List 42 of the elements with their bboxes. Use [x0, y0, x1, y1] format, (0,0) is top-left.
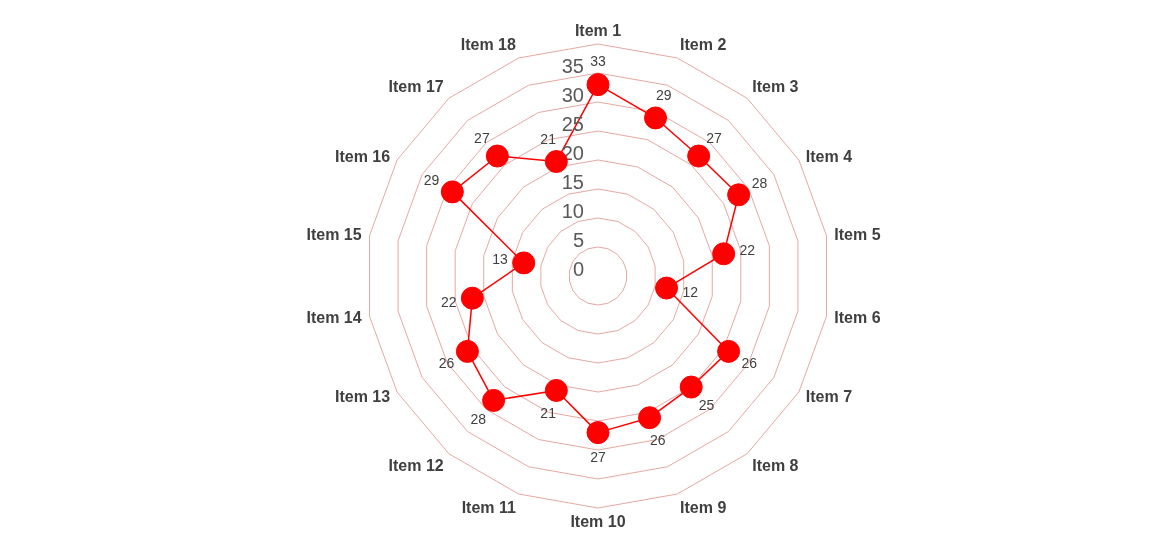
- data-label: 33: [590, 52, 606, 69]
- spoke-label: Item 10: [570, 513, 626, 531]
- spoke-label: Item 8: [752, 457, 799, 475]
- data-label: 29: [423, 171, 440, 188]
- y-tick-label: 15: [561, 171, 584, 193]
- data-label: 22: [440, 294, 457, 311]
- spoke-label: Item 4: [805, 147, 853, 165]
- data-label: 27: [706, 129, 723, 146]
- data-label: 28: [470, 410, 487, 427]
- data-label: 22: [739, 241, 756, 258]
- data-label: 12: [682, 284, 699, 301]
- data-label: 26: [741, 355, 758, 372]
- data-label: 29: [655, 87, 672, 104]
- data-label: 28: [751, 174, 768, 191]
- spoke-label: Item 3: [752, 78, 799, 96]
- y-tick-label: 35: [561, 55, 584, 77]
- spoke-label: Item 7: [805, 387, 853, 405]
- spoke-label: Item 13: [335, 387, 391, 405]
- data-label: 26: [650, 432, 666, 449]
- y-tick-label: 5: [572, 229, 584, 251]
- spoke-label: Item 11: [461, 498, 517, 516]
- data-label: 21: [540, 130, 557, 147]
- spoke-label: Item 5: [834, 226, 881, 243]
- y-tick-label: 10: [561, 200, 584, 222]
- data-label: 27: [474, 129, 490, 146]
- spoke-label: Item 15: [306, 226, 362, 243]
- data-label: 26: [438, 355, 455, 372]
- data-label: 25: [698, 397, 715, 414]
- spoke-label: Item 12: [388, 457, 444, 475]
- y-tick-label: 30: [561, 84, 584, 106]
- y-tick-label: 0: [572, 258, 584, 280]
- spoke-label: Item 9: [680, 498, 727, 516]
- spoke-label: Item 16: [335, 147, 391, 165]
- spoke-label: Item 6: [834, 309, 881, 327]
- spoke-label: Item 14: [306, 309, 362, 327]
- spoke-label: Item 17: [388, 78, 444, 96]
- spoke-label: Item 18: [460, 36, 517, 54]
- spoke-label: Item 1: [574, 22, 622, 39]
- data-label: 21: [540, 405, 557, 422]
- data-label: 27: [590, 448, 606, 465]
- data-label: 13: [492, 250, 509, 267]
- spoke-label: Item 2: [680, 36, 727, 54]
